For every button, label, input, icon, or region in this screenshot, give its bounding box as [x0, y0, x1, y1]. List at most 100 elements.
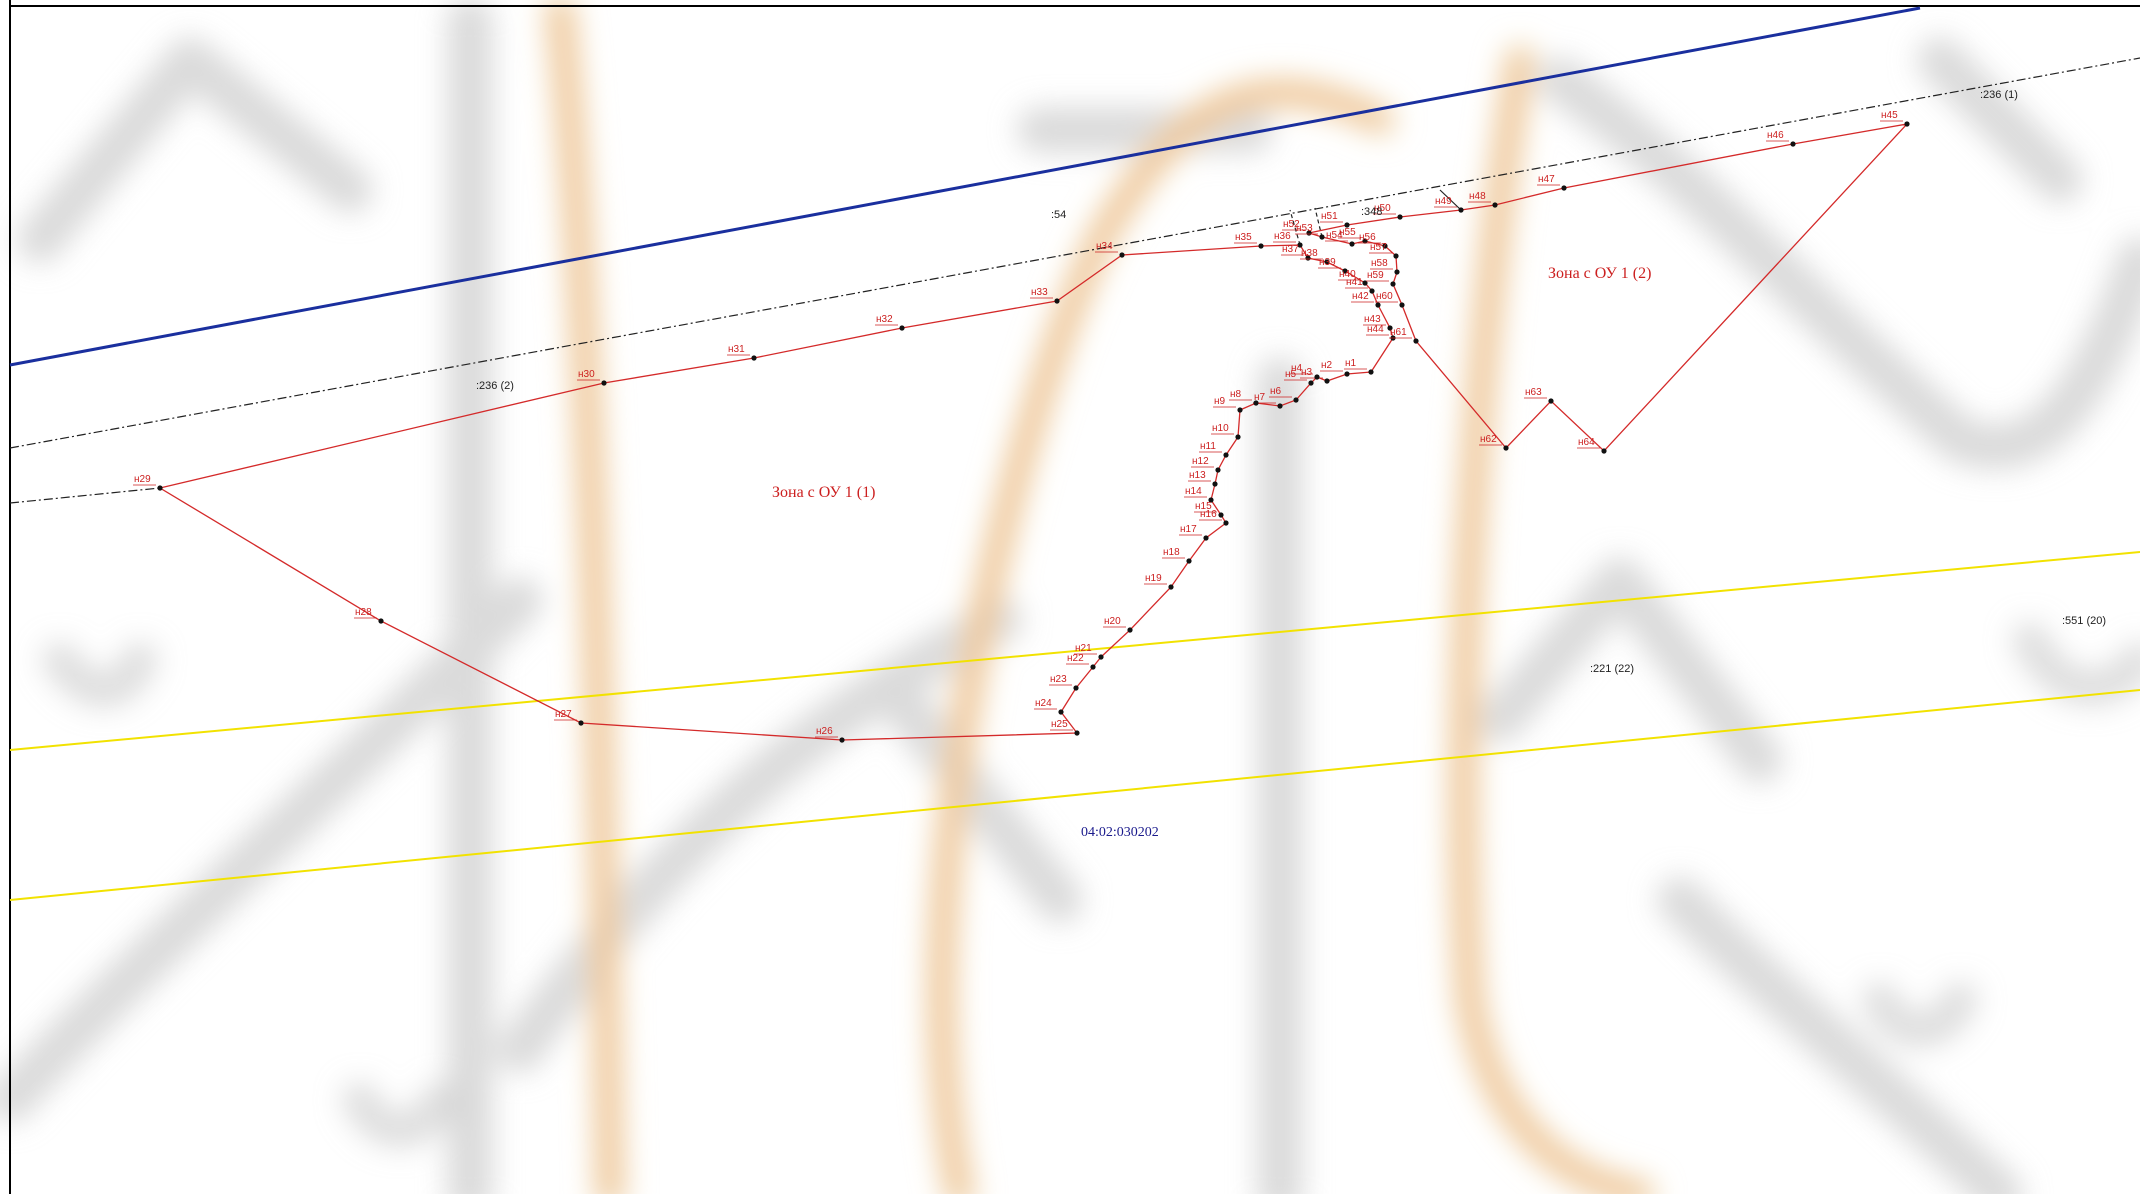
point-label-p22: н22 — [1067, 653, 1084, 664]
point-label-p1: н1 — [1345, 358, 1357, 369]
point-label-p55: н55 — [1339, 227, 1356, 238]
point-label-p38: н38 — [1301, 248, 1318, 259]
point-label-p28: н28 — [355, 607, 372, 618]
map-frame — [9, 0, 2140, 1194]
parcel-ref-54: :54 — [1051, 209, 1066, 221]
point-marker-p25 — [1074, 730, 1080, 736]
point-label-p33: н33 — [1031, 287, 1048, 298]
parcel-line-348 — [1289, 209, 1301, 246]
point-marker-p38 — [1324, 259, 1330, 265]
point-marker-p59 — [1390, 281, 1396, 287]
point-marker-p18 — [1186, 558, 1192, 564]
parcel-ref-236-1: :236 (1) — [1980, 89, 2018, 101]
point-label-p34: н34 — [1096, 241, 1113, 252]
point-marker-p28 — [378, 618, 384, 624]
point-label-p37: н37 — [1282, 244, 1299, 255]
point-label-p15: н15 — [1195, 501, 1212, 512]
point-label-p40: н40 — [1339, 269, 1356, 280]
point-label-p54: н54 — [1326, 230, 1343, 241]
parcel-line-348b — [1314, 207, 1323, 238]
point-label-p57: н57 — [1370, 242, 1387, 253]
point-label-p24: н24 — [1035, 698, 1052, 709]
point-label-p26: н26 — [816, 726, 833, 737]
point-label-p36: н36 — [1274, 231, 1291, 242]
point-marker-p20 — [1127, 627, 1133, 633]
point-marker-p43 — [1387, 325, 1393, 331]
point-marker-p57 — [1393, 253, 1399, 259]
point-marker-p53 — [1319, 234, 1325, 240]
point-marker-p36 — [1297, 242, 1303, 248]
point-label-p2: н2 — [1321, 360, 1333, 371]
point-label-p12: н12 — [1192, 456, 1209, 467]
point-label-p64: н64 — [1578, 437, 1595, 448]
point-label-p30: н30 — [578, 369, 595, 380]
point-label-p43: н43 — [1364, 314, 1381, 325]
point-marker-p17 — [1203, 535, 1209, 541]
point-label-p9: н9 — [1214, 396, 1226, 407]
point-marker-p29 — [157, 485, 163, 491]
point-marker-p13 — [1212, 481, 1218, 487]
point-label-p59: н59 — [1367, 270, 1384, 281]
point-marker-p26 — [839, 737, 845, 743]
point-marker-p14 — [1208, 497, 1214, 503]
point-marker-p39 — [1342, 268, 1348, 274]
zone-line-upper — [9, 551, 2140, 751]
point-label-p48: н48 — [1469, 191, 1486, 202]
parcel-line-348c — [1439, 189, 1462, 211]
point-marker-p56 — [1382, 243, 1388, 249]
point-label-p13: н13 — [1189, 470, 1206, 481]
point-label-p32: н32 — [876, 314, 893, 325]
point-marker-p15 — [1218, 512, 1224, 518]
point-label-p25: н25 — [1051, 719, 1068, 730]
point-marker-p32 — [899, 325, 905, 331]
point-marker-p4 — [1314, 374, 1320, 380]
point-marker-p42 — [1375, 302, 1381, 308]
point-marker-p19 — [1168, 584, 1174, 590]
point-marker-p3 — [1324, 378, 1330, 384]
point-marker-p58 — [1394, 269, 1400, 275]
point-marker-p62 — [1503, 445, 1509, 451]
point-marker-p51 — [1344, 222, 1350, 228]
parcel-ref-348: :348 — [1361, 206, 1382, 218]
parcel-boundaries — [9, 57, 2140, 504]
point-label-p7: н7 — [1254, 392, 1266, 403]
road-line — [9, 6, 1921, 367]
point-label-p17: н17 — [1180, 524, 1197, 535]
point-label-p4: н4 — [1291, 363, 1303, 374]
parcel-line-236-lower — [9, 487, 161, 504]
point-label-p27: н27 — [555, 709, 572, 720]
point-marker-p2 — [1344, 371, 1350, 377]
point-label-p6: н6 — [1270, 386, 1282, 397]
point-label-p56: н56 — [1359, 232, 1376, 243]
point-label-p23: н23 — [1050, 674, 1067, 685]
point-label-p62: н62 — [1480, 434, 1497, 445]
point-label-p47: н47 — [1538, 174, 1555, 185]
parcel-ref-221: :221 (22) — [1590, 663, 1634, 675]
point-marker-p1 — [1368, 369, 1374, 375]
point-label-p45: н45 — [1881, 110, 1898, 121]
point-label-p10: н10 — [1212, 423, 1229, 434]
point-marker-p10 — [1235, 434, 1241, 440]
point-marker-p31 — [751, 355, 757, 361]
point-label-p41: н41 — [1346, 277, 1363, 288]
zone1-label: Зона с ОУ 1 (1) — [772, 484, 875, 501]
point-label-p44: н44 — [1367, 324, 1384, 335]
point-label-p20: н20 — [1104, 616, 1121, 627]
point-marker-p11 — [1223, 452, 1229, 458]
point-marker-p61 — [1413, 338, 1419, 344]
point-marker-p60 — [1399, 302, 1405, 308]
point-label-p60: н60 — [1376, 291, 1393, 302]
point-marker-p7 — [1277, 403, 1283, 409]
point-label-p14: н14 — [1185, 486, 1202, 497]
point-marker-p9 — [1237, 407, 1243, 413]
point-label-p58: н58 — [1371, 258, 1388, 269]
point-marker-p8 — [1253, 400, 1259, 406]
point-marker-p34 — [1119, 252, 1125, 258]
point-marker-p24 — [1058, 709, 1064, 715]
point-label-p51: н51 — [1321, 211, 1338, 222]
point-marker-p48 — [1492, 202, 1498, 208]
parcel-ref-551: :551 (20) — [2062, 615, 2106, 627]
point-label-p19: н19 — [1145, 573, 1162, 584]
